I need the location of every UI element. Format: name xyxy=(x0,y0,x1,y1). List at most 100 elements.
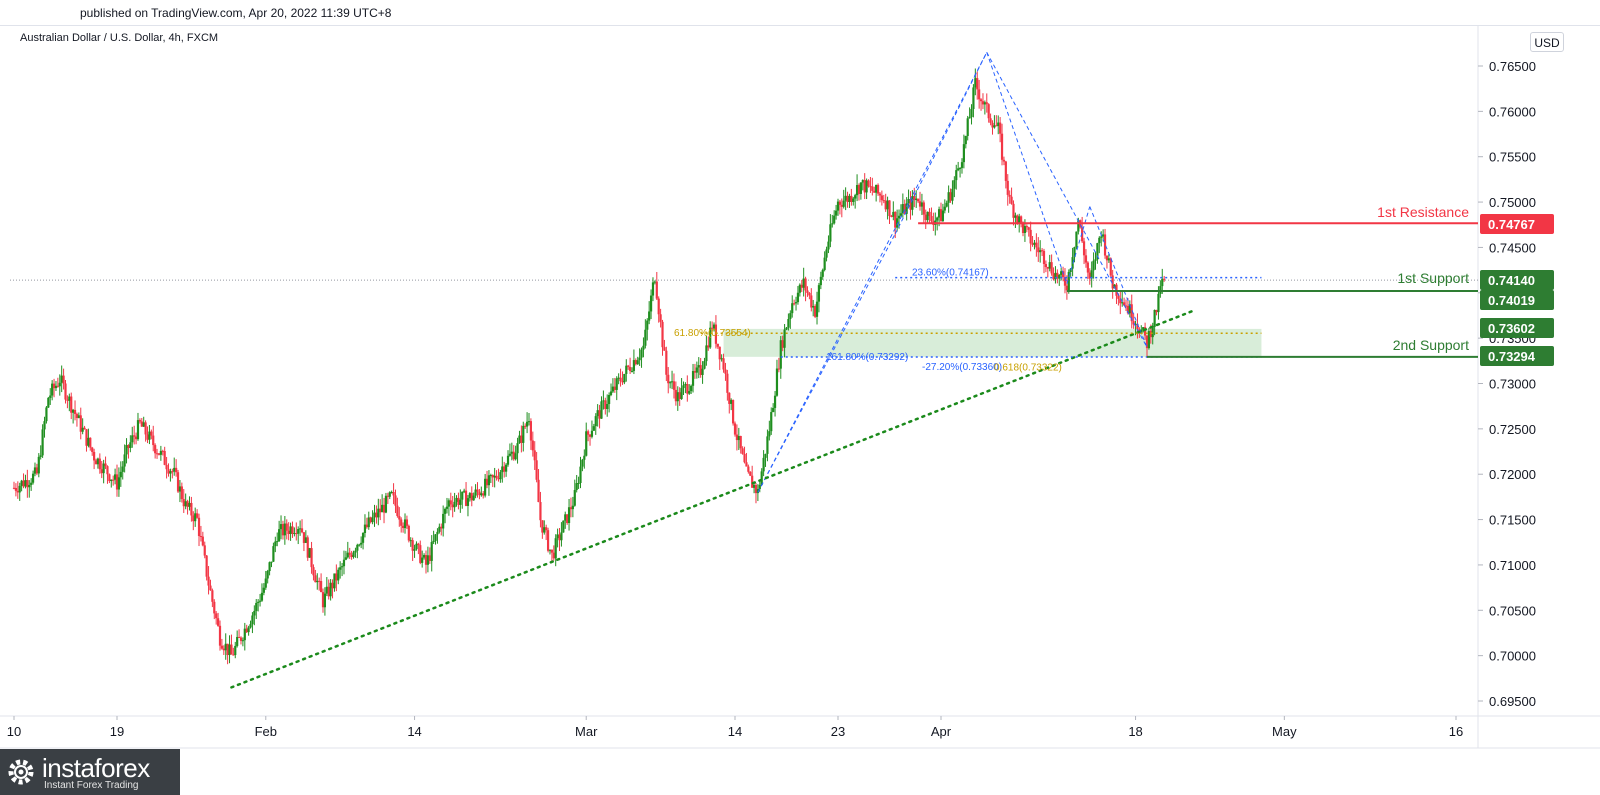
candle-body xyxy=(899,213,903,216)
candle-body xyxy=(628,366,632,371)
candle-body xyxy=(966,118,969,136)
candle-body xyxy=(737,436,740,441)
candle-body xyxy=(159,450,162,455)
candle-body xyxy=(346,552,349,558)
candle-body xyxy=(386,495,389,497)
candle-body xyxy=(155,453,159,455)
candle-body xyxy=(75,413,79,419)
candle-body xyxy=(793,303,796,305)
candle-body xyxy=(907,199,910,204)
candle-body xyxy=(833,215,836,224)
candle-body xyxy=(686,384,689,394)
candle-body xyxy=(960,162,964,168)
candle-body xyxy=(1077,220,1080,232)
candle-body xyxy=(262,587,265,593)
candle-body xyxy=(211,590,214,602)
candle-body xyxy=(802,278,805,288)
candle-body xyxy=(85,429,88,446)
candle-body xyxy=(58,382,61,387)
candle-body xyxy=(94,460,98,465)
candle-body xyxy=(54,385,58,389)
price-tag xyxy=(1480,318,1554,338)
candle-body xyxy=(627,365,630,367)
candle-body xyxy=(228,644,231,656)
candle-body xyxy=(545,527,548,531)
candle-body xyxy=(178,486,182,492)
candle-body xyxy=(1050,262,1053,274)
candle-body xyxy=(123,454,126,467)
candle-body xyxy=(840,204,843,207)
currency-button[interactable]: USD xyxy=(1530,32,1564,52)
candle-body xyxy=(434,534,437,541)
candle-body xyxy=(1037,247,1040,253)
candle-body xyxy=(567,507,571,524)
candle-body xyxy=(299,528,302,530)
candle-body xyxy=(680,388,683,399)
candle-body xyxy=(915,198,918,201)
candle-body xyxy=(1149,331,1152,338)
candle-body xyxy=(625,365,628,374)
candle-body xyxy=(117,477,121,490)
candle-body xyxy=(1033,242,1036,245)
candle-body xyxy=(623,373,626,383)
candle-body xyxy=(308,548,311,558)
candle-body xyxy=(1111,275,1114,289)
candle-body xyxy=(352,552,355,558)
candle-body xyxy=(760,471,763,485)
price-tag-label: 0.74767 xyxy=(1488,217,1535,232)
candle-body xyxy=(1052,273,1055,280)
candle-body xyxy=(205,555,208,577)
candle-body xyxy=(20,480,23,486)
candle-body xyxy=(575,483,578,491)
candle-body xyxy=(207,576,210,586)
candle-body xyxy=(1105,255,1109,261)
candle-body xyxy=(920,202,924,207)
candle-body xyxy=(789,313,792,320)
fib-label: 61.80%(0.73554) xyxy=(674,328,751,339)
candle-body xyxy=(293,533,296,535)
candle-body xyxy=(1088,272,1091,279)
candle-body xyxy=(127,445,130,448)
candle-body xyxy=(171,471,174,473)
fib-label: 0.618(0.73322) xyxy=(994,362,1062,373)
candle-body xyxy=(747,466,750,472)
candle-body xyxy=(249,624,252,628)
candle-body xyxy=(888,200,891,217)
candle-body xyxy=(999,122,1002,134)
candle-body xyxy=(382,504,386,513)
candle-body xyxy=(91,447,94,452)
candle-body xyxy=(289,526,292,535)
candle-body xyxy=(407,525,410,541)
candle-body xyxy=(360,542,363,545)
candle-body xyxy=(550,549,553,553)
candle-body xyxy=(646,320,649,330)
candle-body xyxy=(447,500,450,507)
candle-body xyxy=(955,170,958,181)
candle-body xyxy=(194,513,197,522)
candle-body xyxy=(472,495,475,501)
price-tag xyxy=(1480,270,1554,290)
candle-body xyxy=(165,464,168,470)
candle-body xyxy=(140,421,143,427)
candle-body xyxy=(1126,305,1130,314)
candle-body xyxy=(800,284,803,288)
logo-name: instaforex xyxy=(42,753,150,783)
candle-body xyxy=(535,460,538,480)
candle-body xyxy=(690,385,693,392)
candle-body xyxy=(615,378,618,390)
candle-body xyxy=(541,520,544,533)
candle-body xyxy=(369,517,372,523)
candle-body xyxy=(157,453,161,455)
candle-body xyxy=(558,534,561,541)
candle-body xyxy=(619,377,622,382)
logo-tagline: Instant Forex Trading xyxy=(44,780,139,791)
candle-body xyxy=(35,467,38,474)
candle-body xyxy=(89,437,92,448)
candle-body xyxy=(957,168,960,171)
candle-body xyxy=(539,502,542,521)
candle-body xyxy=(756,488,759,494)
candle-body xyxy=(1058,274,1061,279)
candle-body xyxy=(834,210,838,216)
candle-body xyxy=(962,144,965,163)
